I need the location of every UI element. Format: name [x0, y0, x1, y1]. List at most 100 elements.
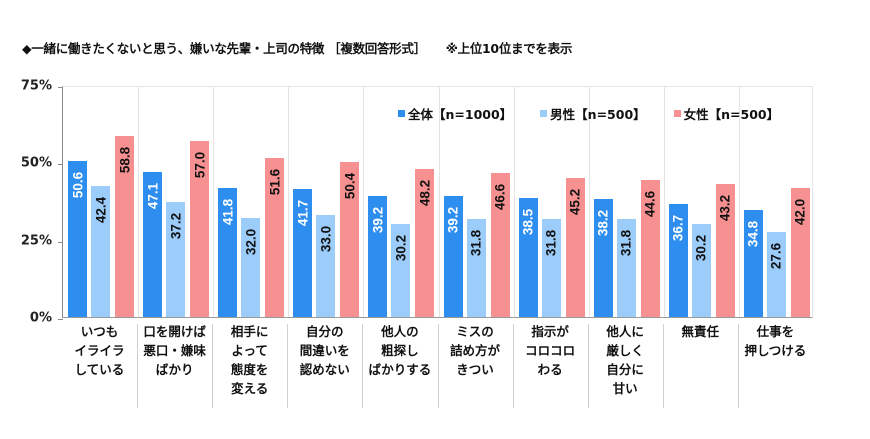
- bar-overall: 41.7: [293, 188, 313, 317]
- bar-value-label: 45.2: [567, 188, 583, 215]
- bar-value-label: 50.6: [70, 172, 85, 199]
- bar-value-label: 31.8: [468, 229, 484, 257]
- bar-value-label: 39.2: [370, 207, 386, 234]
- x-axis-categories: いつも イライラ している 口を開けば 悪口・嫌味 ばかり 相手に よって 態度を …: [62, 320, 813, 415]
- legend: 全体【n=1000】 男性【n=500】 女性【n=500】: [398, 104, 779, 123]
- bar-female: 45.2: [565, 177, 585, 317]
- bar-value-label: 41.7: [295, 199, 311, 226]
- bar-male: 37.2: [166, 202, 186, 317]
- bar-value-label: 34.8: [745, 220, 761, 247]
- bar-female: 50.4: [340, 161, 360, 317]
- x-category-label: いつも イライラ している: [74, 324, 125, 377]
- bar-female: 51.6: [265, 158, 285, 317]
- x-category-label: 自分の 間違いを 認めない: [299, 324, 350, 377]
- y-tick-label: 0%: [29, 310, 52, 326]
- chart-title: ◆一緒に働きたくないと思う、嫌いな先輩・上司の特徴 ［複数回答形式］ ※上位10位…: [22, 38, 572, 57]
- bar-value-label: 38.2: [595, 210, 611, 237]
- bar-value-label: 47.1: [145, 182, 161, 210]
- category-separator: [287, 324, 289, 408]
- legend-swatch-icon: [398, 110, 405, 117]
- bar-group: 38.5 31.8 45.2: [514, 87, 589, 317]
- bar-value-label: 36.7: [670, 214, 686, 242]
- bar-overall: 39.2: [443, 196, 463, 317]
- category-separator: [437, 324, 439, 408]
- category-separator: [212, 324, 214, 408]
- chart-title-note: ※上位10位までを表示: [445, 41, 573, 56]
- bar-value-label: 32.0: [243, 229, 259, 256]
- bar-value-label: 42.0: [792, 198, 808, 225]
- bar-value-label: 57.0: [192, 152, 208, 179]
- bar-value-label: 51.6: [267, 168, 283, 196]
- group-separator: [288, 87, 290, 317]
- y-tick-label: 75%: [20, 78, 52, 94]
- y-tick-mark: [58, 87, 63, 88]
- bar-group: 39.2 31.8 46.6: [439, 87, 514, 317]
- bar-female: 44.6: [640, 179, 660, 317]
- bar-value-label: 58.8: [117, 146, 132, 174]
- bar-overall: 50.6: [68, 161, 87, 317]
- bar-group: 38.2 31.8 44.6: [589, 87, 664, 317]
- legend-swatch-icon: [540, 110, 548, 117]
- bar-group: 39.2 30.2 48.2: [363, 87, 438, 317]
- bar-overall: 47.1: [143, 171, 163, 317]
- bar-value-label: 46.6: [492, 184, 508, 211]
- bar-value-label: 42.4: [93, 197, 108, 224]
- bar-group: 50.6 42.4 58.8: [63, 87, 138, 317]
- bar-overall: 39.2: [368, 196, 388, 317]
- legend-item: 男性【n=500】: [540, 104, 646, 123]
- bar-value-label: 44.6: [642, 190, 658, 217]
- x-category-label: 口を開けば 悪口・嫌味 ばかり: [143, 324, 206, 377]
- bar-male: 30.2: [391, 223, 411, 317]
- bar-value-label: 38.5: [520, 209, 536, 236]
- bar-group: 47.1 37.2 57.0: [138, 87, 213, 317]
- legend-swatch-icon: [673, 110, 681, 117]
- group-separator: [213, 87, 215, 317]
- group-separator: [663, 87, 665, 317]
- bar-value-label: 31.8: [618, 229, 634, 257]
- bar-value-label: 37.2: [168, 213, 184, 240]
- bar-female: 42.0: [790, 187, 810, 317]
- bar-value-label: 48.2: [417, 179, 433, 206]
- bar-value-label: 30.2: [393, 234, 409, 262]
- legend-item: 全体【n=1000】: [398, 104, 512, 123]
- x-category-label: ミスの 詰め方が きつい: [449, 324, 500, 377]
- y-tick-mark: [58, 164, 63, 166]
- group-separator: [588, 87, 590, 317]
- bar-value-label: 31.8: [543, 229, 559, 257]
- bar-overall: 38.5: [518, 198, 538, 317]
- bar-overall: 41.8: [218, 188, 238, 317]
- bar-male: 27.6: [766, 232, 786, 317]
- category-separator: [137, 324, 139, 408]
- x-category-label: 他人に 厳しく 自分に 甘い: [606, 324, 644, 396]
- bar-group: 41.7 33.0 50.4: [288, 87, 363, 317]
- x-category-label: 他人の 粗探し ばかりする: [368, 324, 432, 377]
- y-tick-mark: [58, 319, 63, 320]
- x-category-label: 仕事を 押しつける: [744, 324, 807, 358]
- bar-overall: 38.2: [593, 199, 613, 317]
- bar-value-label: 41.8: [220, 199, 236, 226]
- category-separator: [662, 324, 664, 408]
- x-category-label: 無責任: [681, 324, 720, 339]
- x-category-label: 相手に よって 態度を 変える: [230, 324, 269, 396]
- group-separator: [138, 87, 140, 317]
- bar-value-label: 30.2: [693, 234, 709, 262]
- y-tick-label: 50%: [20, 155, 52, 171]
- group-separator: [363, 87, 365, 317]
- group-separator: [513, 87, 515, 317]
- bar-male: 31.8: [616, 219, 636, 317]
- bar-male: 33.0: [316, 215, 336, 317]
- y-tick-mark: [58, 241, 63, 243]
- bar-value-label: 50.4: [342, 172, 358, 199]
- bar-value-label: 27.6: [768, 242, 784, 270]
- bar-overall: 36.7: [668, 203, 688, 317]
- bar-male: 42.4: [91, 186, 110, 317]
- bar-value-label: 33.0: [318, 226, 334, 253]
- bar-female: 58.8: [115, 135, 134, 317]
- chart-title-main: ◆一緒に働きたくないと思う、嫌いな先輩・上司の特徴 ［複数回答形式］: [22, 41, 426, 56]
- bar-overall: 34.8: [743, 209, 763, 317]
- bar-male: 32.0: [241, 218, 261, 317]
- bar-group: 36.7 30.2 43.2: [664, 87, 739, 317]
- bar-value-label: 43.2: [717, 194, 733, 222]
- bar-male: 30.2: [691, 223, 711, 317]
- bar-value-label: 39.2: [445, 207, 461, 234]
